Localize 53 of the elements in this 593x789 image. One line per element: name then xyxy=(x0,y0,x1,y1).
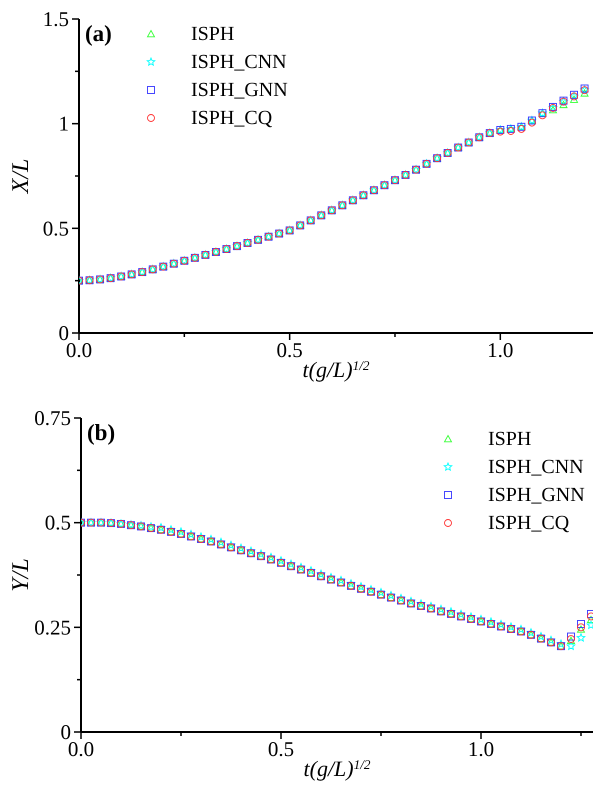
point xyxy=(577,620,585,628)
point xyxy=(566,642,576,650)
annotation: (b) xyxy=(87,420,116,446)
y-tick-label: 0.75 xyxy=(34,406,71,430)
y-tick-label: 0.5 xyxy=(44,510,71,535)
x-tick-label: 1.0 xyxy=(487,338,514,362)
point xyxy=(506,622,516,631)
point xyxy=(406,596,416,606)
y-tick-label: 1 xyxy=(58,112,69,136)
legend-label: ISPH_CNN xyxy=(191,50,287,75)
point xyxy=(466,612,476,621)
point xyxy=(416,599,426,608)
point xyxy=(486,617,496,626)
point xyxy=(528,118,536,127)
y-tick-label: 1.5 xyxy=(42,7,69,31)
point xyxy=(476,614,486,624)
y-tick-label: 0.25 xyxy=(34,615,71,640)
point xyxy=(196,532,206,541)
y-tick-label: 0.5 xyxy=(42,216,69,240)
point xyxy=(516,624,526,634)
point xyxy=(216,538,226,546)
x-tick-label: 0.5 xyxy=(276,338,303,362)
point xyxy=(567,632,575,640)
legend-label: ISPH_GNN xyxy=(488,483,585,508)
point xyxy=(456,610,466,618)
x-tick-label: 1.0 xyxy=(468,737,494,761)
legend-label: ISPH xyxy=(191,22,234,47)
legend-label: ISPH_CQ xyxy=(488,511,570,536)
point xyxy=(176,527,186,536)
point xyxy=(496,620,506,628)
point xyxy=(206,534,216,544)
legend-label: ISPH xyxy=(488,427,532,452)
point xyxy=(186,530,196,538)
x-tick-label: 0.5 xyxy=(268,737,294,761)
point xyxy=(506,127,515,135)
point xyxy=(336,576,346,584)
point xyxy=(560,100,568,108)
point xyxy=(446,607,456,616)
x-axis-title: t(g/L)$^{1/2}$ xyxy=(304,756,371,781)
annotation: (a) xyxy=(85,21,112,47)
point xyxy=(426,602,436,610)
point xyxy=(436,604,446,614)
point xyxy=(266,552,276,562)
point xyxy=(576,633,586,642)
legend-label: ISPH_CNN xyxy=(488,455,584,480)
point xyxy=(570,96,578,103)
legend-label: ISPH_CQ xyxy=(191,106,272,131)
y-axis-title: Y/L xyxy=(8,558,34,592)
x-axis-title: t(g/L)$^{1/2}$ xyxy=(302,357,370,382)
point xyxy=(580,89,589,97)
legend-label: ISPH_GNN xyxy=(191,78,288,103)
point xyxy=(396,594,406,602)
y-axis-title: X/L xyxy=(8,158,34,194)
